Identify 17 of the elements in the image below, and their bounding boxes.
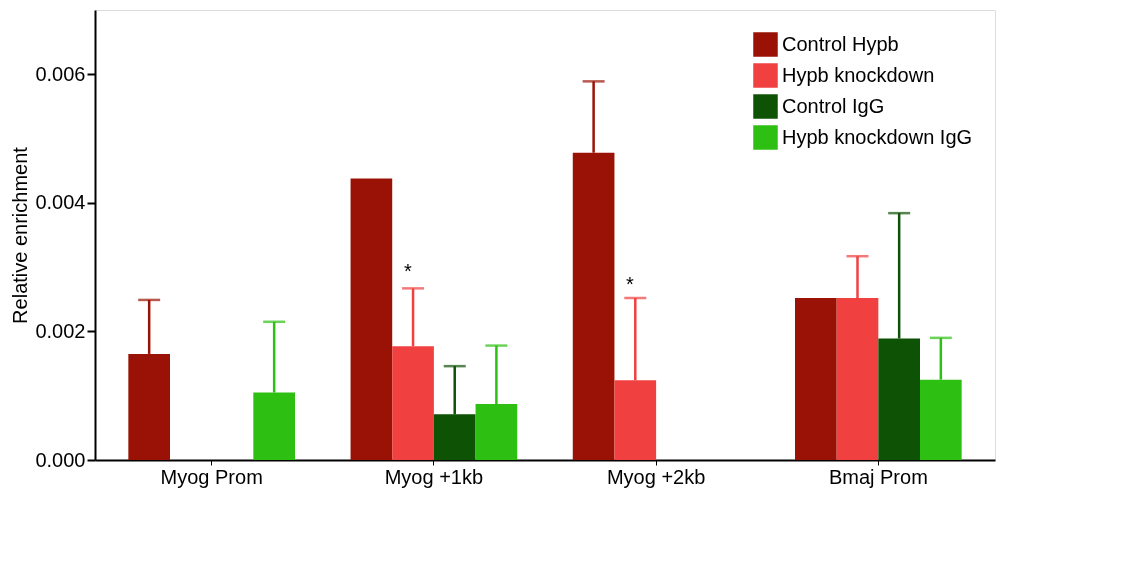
x-tick-label: Myog Prom bbox=[160, 465, 263, 488]
bar bbox=[795, 298, 837, 460]
legend-label: Control IgG bbox=[782, 94, 885, 117]
annotation: * bbox=[404, 260, 413, 282]
annotation: * bbox=[626, 273, 635, 295]
y-tick-label: 0.000 bbox=[35, 448, 86, 471]
y-tick-label: 0.006 bbox=[35, 62, 86, 85]
x-tick-label: Myog +2kb bbox=[606, 465, 706, 488]
y-tick-label: 0.004 bbox=[35, 191, 86, 214]
legend-label: Hypb knockdown bbox=[782, 63, 935, 86]
x-tick-label: Myog +1kb bbox=[384, 465, 484, 488]
y-tick-label: 0.002 bbox=[35, 319, 86, 342]
bar bbox=[350, 178, 393, 460]
legend-label: Control Hypb bbox=[782, 32, 899, 55]
y-axis-title: Relative enrichment bbox=[9, 146, 32, 324]
x-tick-label: Bmaj Prom bbox=[828, 465, 928, 488]
legend-label: Hypb knockdown IgG bbox=[782, 125, 973, 148]
